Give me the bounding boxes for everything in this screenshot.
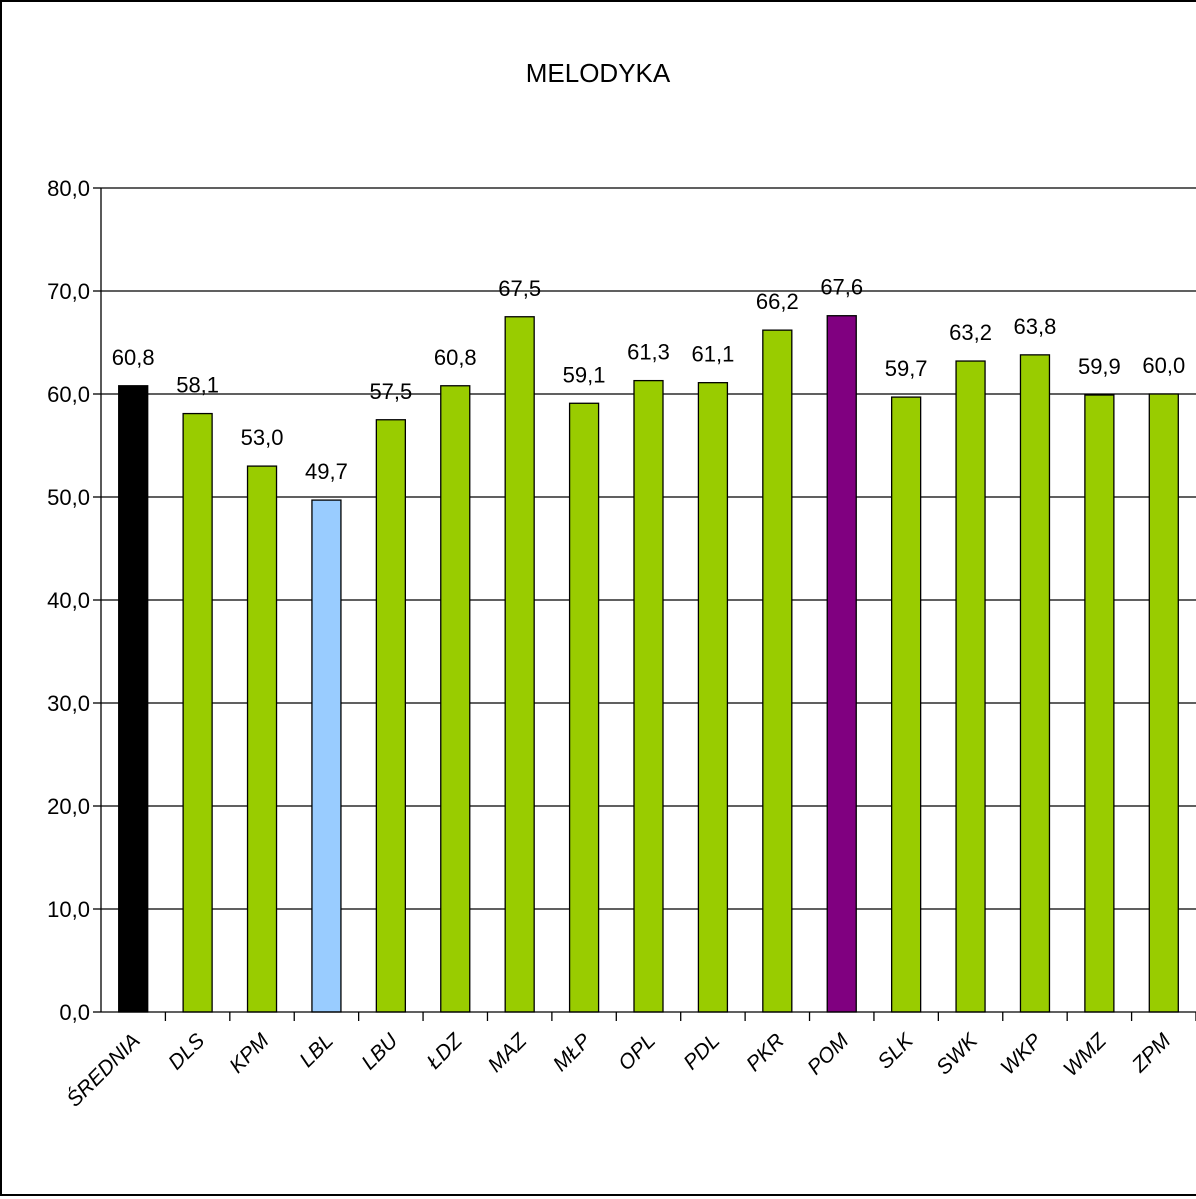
x-tick-label: OPL: [614, 1029, 660, 1075]
value-label: 61,1: [691, 342, 734, 367]
x-tick-label: LBL: [295, 1029, 338, 1072]
value-label: 49,7: [305, 459, 348, 484]
x-tick-label: MAZ: [484, 1028, 532, 1076]
bar-pdl: [697, 382, 729, 1013]
x-tick-label: WMZ: [1059, 1028, 1112, 1081]
x-tick-label: DLS: [164, 1029, 209, 1074]
bar-dls: [182, 412, 213, 1013]
bar-swk: [955, 360, 986, 1013]
bar-wmz: [1084, 394, 1115, 1013]
value-label: 60,8: [434, 345, 477, 370]
x-tick-label: SLK: [873, 1029, 918, 1074]
bar-lbl: [311, 499, 342, 1013]
x-tick-label: ŚREDNIA: [62, 1029, 145, 1112]
y-tick-label: 50,0: [47, 485, 90, 510]
value-labels: 60,8 58,1 53,0 49,7 57,5 60,8 67,5 59,1 61,3 61,1…: [112, 275, 1185, 484]
value-label: 67,5: [498, 276, 541, 301]
x-tick-label: LBU: [357, 1029, 403, 1075]
bar-łdz: [440, 385, 471, 1013]
value-label: 61,3: [627, 340, 670, 365]
x-tick-label: POM: [803, 1029, 853, 1079]
y-tick-label: 40,0: [47, 588, 90, 613]
bar-średnia: [118, 385, 149, 1013]
bar-kpm: [246, 465, 278, 1013]
value-label: 66,2: [756, 289, 799, 314]
bar-młp: [568, 402, 600, 1013]
value-label: 53,0: [241, 425, 284, 450]
value-label: 58,1: [176, 373, 219, 398]
value-label: 59,1: [563, 362, 606, 387]
x-tick-label: SWK: [932, 1029, 983, 1080]
bar-lbu: [375, 419, 407, 1013]
x-axis: ŚREDNIA DLS KPM LBL LBU ŁDZ MAZ MŁP OPL PDL PKR POM…: [62, 1011, 1196, 1112]
y-tick-label: 0,0: [59, 1000, 90, 1025]
x-tick-label: PKR: [742, 1029, 789, 1076]
x-tick-label: ZPM: [1127, 1029, 1176, 1078]
value-label: 67,6: [820, 275, 863, 300]
bars: [118, 315, 1179, 1013]
y-tick-label: 10,0: [47, 897, 90, 922]
bar-pkr: [762, 329, 793, 1013]
x-tick-label: WKP: [996, 1029, 1046, 1079]
y-tick-label: 60,0: [47, 382, 90, 407]
y-tick-label: 70,0: [47, 279, 90, 304]
x-tick-label: PDL: [679, 1029, 724, 1074]
x-tick-label: KPM: [225, 1029, 274, 1078]
chart-title: MELODYKA: [526, 58, 671, 88]
value-label: 57,5: [369, 379, 412, 404]
x-tick-label: ŁDZ: [422, 1028, 467, 1073]
value-label: 60,8: [112, 345, 155, 370]
bar-wkp: [1019, 354, 1051, 1013]
value-label: 59,9: [1078, 354, 1121, 379]
y-axis: 0,0 10,0 20,0 30,0 40,0 50,0 60,0 70,0 80,0: [47, 176, 102, 1025]
value-label: 60,0: [1142, 353, 1185, 378]
value-label: 63,8: [1014, 314, 1057, 339]
bar-maz: [504, 316, 535, 1013]
value-label: 63,2: [949, 320, 992, 345]
y-tick-label: 20,0: [47, 794, 90, 819]
y-tick-label: 80,0: [47, 176, 90, 201]
x-tick-label: MŁP: [549, 1029, 596, 1076]
bar-opl: [633, 379, 664, 1013]
value-label: 59,7: [885, 356, 928, 381]
bar-pom: [826, 315, 857, 1013]
bar-slk: [890, 396, 922, 1013]
y-tick-label: 30,0: [47, 691, 90, 716]
bar-zpm: [1148, 393, 1179, 1013]
